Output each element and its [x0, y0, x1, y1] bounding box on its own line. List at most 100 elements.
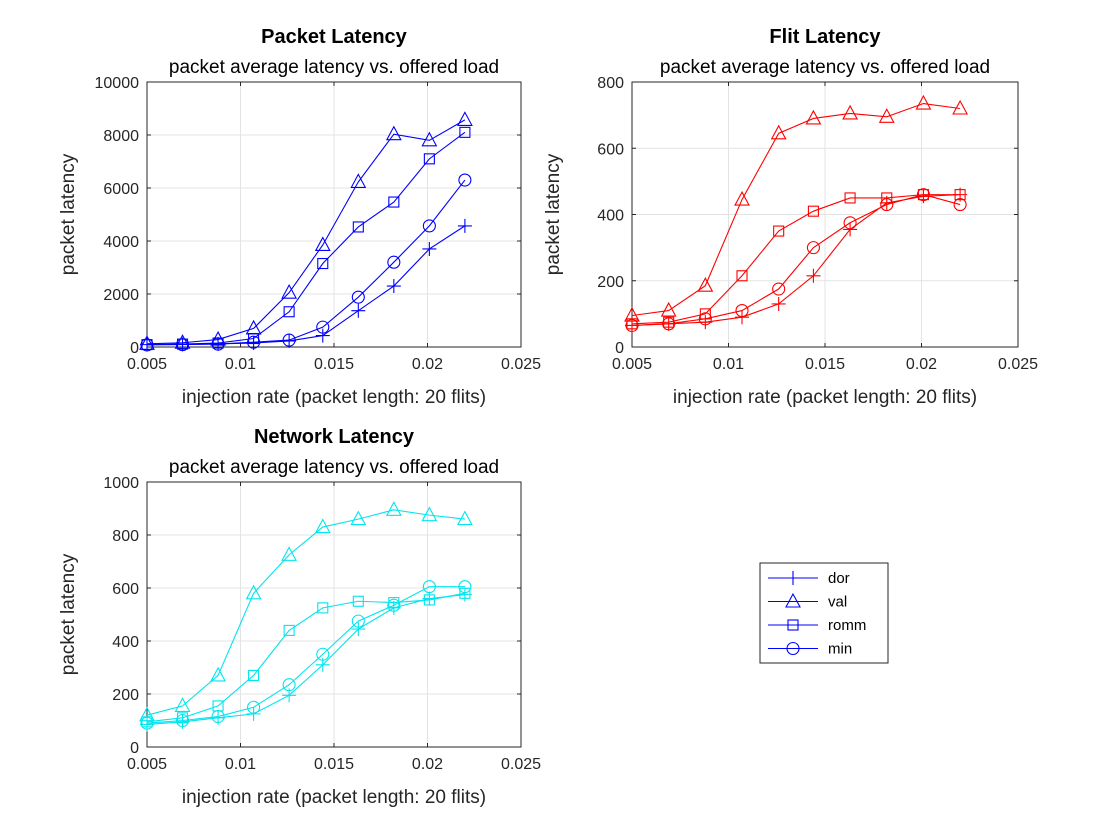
data-point-val [281, 546, 298, 561]
series-val [624, 94, 969, 322]
legend-label: dor [828, 570, 850, 587]
data-point-min [140, 716, 154, 730]
y-tick-label: 1000 [103, 475, 139, 492]
legend-marker-dor [786, 571, 800, 585]
data-point-min [458, 173, 472, 187]
data-point-dor [422, 241, 437, 256]
series-val [139, 501, 473, 722]
data-point-val [385, 125, 402, 141]
y-tick-label: 400 [597, 208, 624, 225]
data-point-romm [459, 587, 471, 599]
y-tick-label: 0 [130, 340, 139, 357]
data-point-romm [736, 270, 748, 282]
data-point-min [625, 318, 639, 333]
legend-entry-min: min [768, 641, 852, 658]
data-point-min [282, 678, 296, 692]
x-axis-label: injection rate (packet length: 20 flits) [673, 387, 977, 408]
subplot-2: 0.005 0.01 0.015 0.02 0.025 0 200 400 600 800 Flit… [543, 26, 1038, 408]
data-point-min [316, 647, 330, 661]
x-tick-label: 0.02 [412, 356, 443, 373]
data-point-val [281, 284, 298, 299]
series-line-min [146, 586, 465, 724]
data-point-min [458, 580, 472, 594]
series-line-romm [146, 592, 466, 723]
series-line-min [631, 194, 961, 327]
data-point-val [952, 99, 969, 115]
data-point-val [385, 501, 402, 516]
data-point-romm [773, 225, 785, 237]
data-point-val [421, 131, 438, 147]
legend-marker-val [785, 592, 801, 608]
y-axis-label: packet latency [543, 153, 564, 275]
legend-label: min [828, 641, 852, 658]
x-tick-label: 0.005 [127, 756, 167, 773]
data-point-min [880, 198, 894, 212]
y-tick-label: 0 [615, 340, 624, 357]
data-point-min [175, 338, 190, 352]
subplot-1: 0.005 0.01 0.015 0.02 0.025 0 2000 4000 6000 8000… [58, 26, 541, 408]
data-point-min [175, 713, 190, 728]
subplots: 0.005 0.01 0.015 0.02 0.02502000400060008000… [58, 26, 1038, 808]
series-line-min [146, 179, 466, 346]
data-point-val [697, 277, 714, 292]
data-point-romm [626, 318, 638, 330]
series-line-dor [146, 594, 465, 726]
data-point-min [953, 198, 967, 212]
data-point-val [456, 510, 473, 526]
data-point-romm [954, 189, 966, 201]
data-point-min [247, 700, 261, 714]
data-point-dor [771, 296, 786, 311]
x-tick-label: 0.025 [501, 356, 541, 373]
series-line-romm [146, 131, 466, 346]
x-tick-label: 0.02 [412, 756, 443, 773]
data-point-romm [917, 189, 929, 201]
data-point-romm [317, 257, 329, 270]
y-tick-label: 400 [112, 634, 139, 651]
data-point-min [387, 598, 401, 612]
data-point-min [351, 290, 365, 304]
y-tick-label: 0 [130, 740, 139, 757]
y-tick-label: 200 [112, 687, 139, 704]
data-point-dor [457, 218, 472, 233]
legend-entry-romm: romm [768, 617, 866, 634]
data-point-val [456, 111, 473, 126]
legend-label: romm [828, 617, 866, 634]
data-point-min [735, 304, 749, 318]
y-tick-label: 800 [112, 528, 139, 545]
x-axis-label: injection rate (packet length: 20 flits) [182, 387, 486, 408]
y-axis-label: packet latency [58, 153, 79, 275]
data-point-romm [352, 595, 364, 607]
series-min [140, 580, 472, 730]
data-point-min [140, 338, 154, 352]
data-point-dor [351, 622, 366, 637]
subplot-3: 0.005 0.01 0.015 0.02 0.025 0 200 400 600 800 1000… [58, 426, 541, 808]
y-tick-label: 2000 [103, 287, 139, 304]
data-point-min [843, 216, 857, 230]
data-point-val [139, 706, 155, 722]
data-point-val [878, 108, 895, 123]
data-point-romm [283, 624, 295, 636]
data-point-min [422, 580, 436, 594]
data-point-romm [807, 205, 819, 217]
legend-box [759, 562, 889, 664]
data-point-min [422, 219, 436, 233]
x-tick-label: 0.005 [612, 356, 652, 373]
series-min [625, 188, 967, 333]
x-tick-label: 0.015 [805, 356, 845, 373]
data-point-romm [248, 669, 260, 682]
ticks [146, 81, 522, 348]
x-tick-label: 0.015 [314, 356, 354, 373]
data-point-val [805, 109, 822, 125]
data-point-min [662, 317, 676, 331]
data-point-min [806, 241, 820, 255]
data-point-romm [423, 153, 435, 165]
data-point-dor [806, 268, 821, 283]
legend-label: val [828, 594, 847, 611]
y-axis-label: packet latency [58, 553, 79, 675]
chart-subtitle: packet average latency vs. offered load [169, 457, 499, 478]
data-point-val [660, 301, 677, 317]
y-tick-label: 8000 [103, 128, 139, 145]
y-tick-label: 10000 [95, 75, 140, 92]
legend: dor val romm min [759, 562, 889, 664]
data-point-val [915, 94, 932, 110]
